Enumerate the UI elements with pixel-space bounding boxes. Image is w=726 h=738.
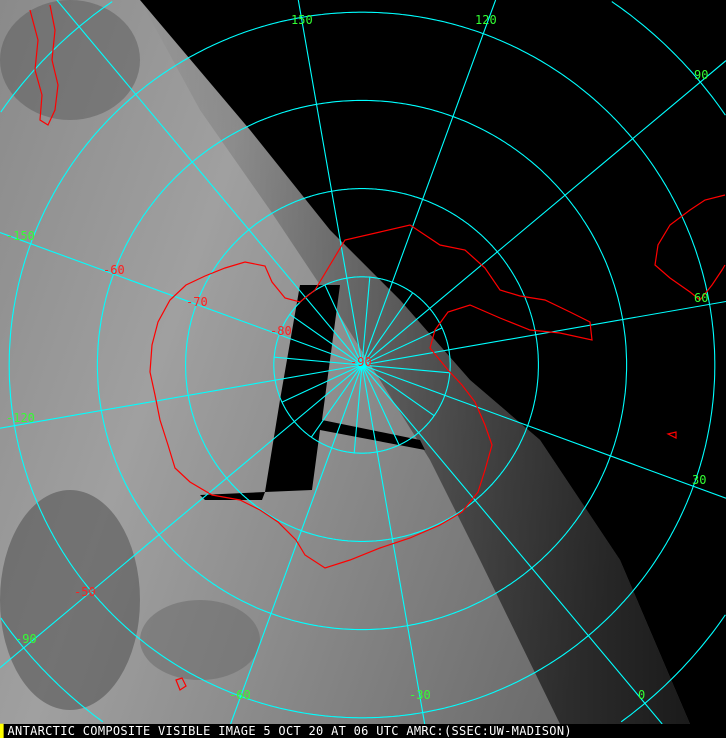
meridian-line: [274, 356, 363, 366]
lat-label: -60: [103, 263, 125, 277]
coastline: [29, 4, 726, 691]
meridian-line: [56, 0, 363, 366]
longitude-labels: 150 120 90 60 30 0 -30 -60 -90 -120 -150: [6, 13, 708, 702]
lat-label: -90: [350, 355, 372, 369]
lon-label: 90: [694, 68, 708, 82]
meridian-line: [361, 300, 726, 366]
latitude-circle: [0, 1, 726, 723]
lat-label: -50: [74, 585, 96, 599]
lon-label: 60: [694, 291, 708, 305]
meridian-line: [281, 364, 363, 403]
island-coastline: [175, 677, 187, 691]
meridian-line: [230, 364, 363, 724]
antarctic-peninsula-coastline: [654, 194, 726, 301]
lon-label: -60: [229, 688, 251, 702]
lon-label: -120: [6, 411, 35, 425]
latitude-circle: [273, 276, 451, 454]
latitude-labels: -50 -60 -70 -80 -90: [74, 263, 372, 599]
meridian-line: [0, 364, 363, 669]
meridian-line: [361, 364, 726, 499]
image-caption: ▌ANTARCTIC COMPOSITE VISIBLE IMAGE 5 OCT…: [0, 724, 726, 738]
lon-label: 0: [638, 688, 645, 702]
lon-label: 120: [475, 13, 497, 27]
lon-label: 150: [291, 13, 313, 27]
meridian-line: [361, 364, 435, 417]
meridian-line: [324, 284, 363, 366]
data-gap: [200, 492, 265, 500]
meridian-line: [289, 313, 363, 366]
cloud-dark-band: [0, 490, 140, 710]
cloud-dark-band: [0, 0, 140, 120]
caption-text: ANTARCTIC COMPOSITE VISIBLE IMAGE 5 OCT …: [7, 724, 572, 738]
meridian-line: [361, 292, 414, 366]
terminator-gradient: [140, 0, 690, 724]
meridian-line: [0, 231, 363, 366]
meridian-line: [361, 60, 726, 366]
lat-label: -70: [186, 295, 208, 309]
latitude-circle: [185, 188, 539, 542]
lon-label: -150: [6, 229, 35, 243]
meridian-line: [361, 327, 443, 366]
meridian-line: [297, 0, 363, 366]
data-gap: [265, 285, 425, 492]
antarctica-coastline: [149, 224, 593, 569]
lon-label: -30: [409, 688, 431, 702]
lon-label: -90: [15, 632, 37, 646]
meridian-line: [0, 364, 363, 429]
lat-label: -80: [270, 324, 292, 338]
meridian-line: [361, 364, 663, 724]
latitude-circle: [96, 99, 628, 631]
cloud-dark-band: [140, 600, 260, 680]
night-side: [140, 0, 726, 724]
island-coastline: [666, 431, 677, 439]
new-zealand-coastline: [29, 4, 59, 126]
meridian-line: [361, 0, 497, 366]
meridian-line: [361, 277, 371, 366]
meridian-line: [361, 364, 400, 446]
lon-label: 30: [692, 473, 706, 487]
latitude-circle: [8, 11, 716, 719]
meridian-line: [361, 364, 426, 724]
meridian-line: [310, 364, 363, 438]
meridian-line: [353, 364, 363, 453]
caption-marker: ▌: [0, 724, 8, 738]
meridian-line: [361, 364, 450, 374]
